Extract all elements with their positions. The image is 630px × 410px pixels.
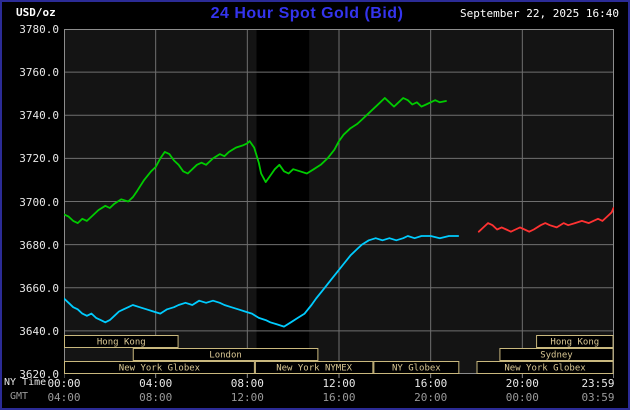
session-box <box>536 335 614 348</box>
chart-title: 24 Hour Spot Gold (Bid) <box>210 5 404 22</box>
x-axis-ny-tick-label: 00:00 <box>47 377 81 390</box>
series-line-sep-21-sunday <box>477 207 614 233</box>
y-axis-tick-label: 3620.0 <box>19 368 59 381</box>
session-label: New York Globex <box>504 364 586 374</box>
gmt-axis-label: GMT <box>10 391 29 402</box>
ny-time-axis-label: NY Time <box>4 377 47 388</box>
y-axis-tick-label: 3720.0 <box>19 152 59 166</box>
x-axis-ny-tick-label: 16:00 <box>414 377 448 390</box>
x-axis-gmt-tick-label: 03:59 <box>581 391 615 404</box>
x-axis-gmt-tick-label: 16:00 <box>322 391 356 404</box>
x-axis-ny-tick-label: 08:00 <box>230 377 264 390</box>
x-axis-gmt-tick-label: 12:00 <box>230 391 264 404</box>
session-label: New York Globex <box>119 364 201 374</box>
x-axis-gmt-tick-label: 20:00 <box>414 391 448 404</box>
y-axis-tick-label: 3760.0 <box>19 66 59 80</box>
x-axis-ny-tick-label: 12:00 <box>322 377 356 390</box>
y-axis-tick-label: 3680.0 <box>19 238 59 252</box>
x-axis-ny-tick-label: 23:59 <box>581 377 615 390</box>
x-axis-ny-tick-label: 20:00 <box>505 377 539 390</box>
session-label: New York NYMEX <box>276 364 352 374</box>
session-label: Hong Kong <box>97 338 146 348</box>
session-box <box>254 361 374 374</box>
y-axis-tick-label: 3740.0 <box>19 109 59 123</box>
session-box <box>476 361 614 374</box>
session-label: Hong Kong <box>550 338 599 348</box>
session-box <box>64 335 179 348</box>
session-box <box>64 361 255 374</box>
unit-label: USD/oz <box>16 6 56 19</box>
plot-area: Hong Kong Hong Kong London Sydney New York G… <box>64 29 614 378</box>
session-label: NY Globex <box>392 364 441 374</box>
session-box <box>499 348 614 361</box>
session-label: Sydney <box>540 351 573 361</box>
x-axis-gmt-tick-label: 00:00 <box>505 391 539 404</box>
x-axis-gmt-tick-label: 08:00 <box>139 391 173 404</box>
y-axis-tick-label: 3660.0 <box>19 281 59 295</box>
y-axis-tick-label: 3700.0 <box>19 195 59 209</box>
y-axis-tick-label: 3640.0 <box>19 324 59 338</box>
y-axis-tick-label: 3780.0 <box>19 23 59 36</box>
x-axis-ny-tick-label: 04:00 <box>139 377 173 390</box>
chart-timestamp: September 22, 2025 16:40 <box>460 7 619 20</box>
x-axis-gmt-tick-label: 04:00 <box>47 391 81 404</box>
session-label: London <box>209 351 242 361</box>
series-line-sep-22-last <box>64 97 447 225</box>
session-box <box>132 348 319 361</box>
session-box <box>373 361 460 374</box>
series-line-sep-19-ny-close <box>64 235 460 328</box>
